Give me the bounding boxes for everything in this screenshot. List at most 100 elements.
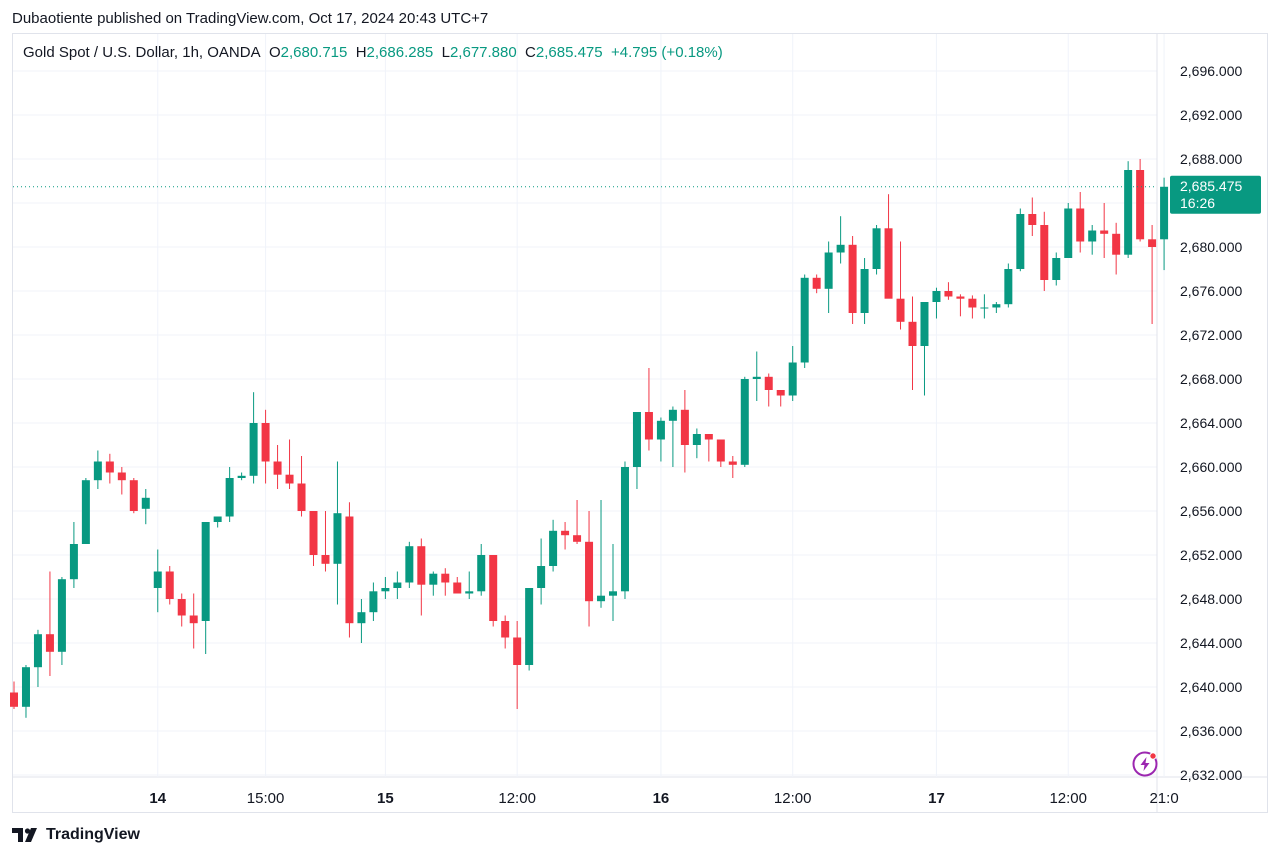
candle[interactable] [357,599,366,643]
tradingview-brand[interactable]: TradingView [12,826,140,844]
candle[interactable] [668,406,677,468]
candle[interactable] [105,453,114,484]
candle[interactable] [393,571,402,600]
candle[interactable] [10,681,18,710]
candle[interactable] [932,287,941,319]
candle[interactable] [141,489,150,525]
candle[interactable] [273,445,282,489]
candle[interactable] [968,295,977,319]
candle[interactable] [776,390,785,407]
candle[interactable] [297,456,306,517]
lightning-icon[interactable] [1132,751,1158,777]
candle[interactable] [860,258,869,324]
candle[interactable] [417,538,426,616]
candle[interactable] [513,621,522,709]
candle[interactable] [21,665,30,718]
candle[interactable] [812,274,821,294]
candle[interactable] [405,541,414,588]
candle[interactable] [704,434,713,462]
candle[interactable] [153,549,162,613]
candle[interactable] [477,544,486,596]
candle[interactable] [309,511,318,566]
symbol-title[interactable]: Gold Spot / U.S. Dollar, 1h, OANDA [23,44,261,61]
candle[interactable] [117,467,126,495]
candle[interactable] [1040,211,1049,291]
candle[interactable] [177,593,186,627]
candle[interactable] [992,302,1001,313]
candle[interactable] [1160,177,1169,271]
candle[interactable] [824,241,833,314]
candle[interactable] [429,571,438,596]
candle[interactable] [896,241,905,330]
candle[interactable] [441,568,450,596]
candle[interactable] [69,522,78,588]
candle[interactable] [285,439,294,490]
candle[interactable] [680,390,689,473]
candle[interactable] [573,500,582,544]
candle[interactable] [1124,161,1133,258]
candle[interactable] [692,428,701,459]
candle[interactable] [261,409,270,484]
candle[interactable] [45,571,54,677]
candle[interactable] [908,296,917,391]
candle[interactable] [165,566,174,605]
candle[interactable] [333,461,342,605]
candle[interactable] [1052,252,1061,286]
candle[interactable] [872,225,881,275]
candle[interactable] [1064,203,1073,258]
candle[interactable] [453,577,462,594]
candle[interactable] [980,294,989,319]
candle[interactable] [537,538,546,605]
candle[interactable] [848,236,857,324]
candle[interactable] [788,346,797,401]
candle[interactable] [716,439,725,468]
candle[interactable] [237,472,246,481]
candle[interactable] [1016,208,1025,272]
candle[interactable] [1088,225,1097,255]
candle[interactable] [33,629,42,687]
candle[interactable] [728,456,737,478]
candle[interactable] [501,615,510,649]
candle[interactable] [1004,263,1013,308]
candle[interactable] [1136,159,1145,242]
candle[interactable] [1100,203,1109,258]
candle[interactable] [381,577,390,599]
candle[interactable] [585,511,594,627]
candle[interactable] [93,450,102,490]
candle[interactable] [57,577,66,665]
candle[interactable] [800,274,809,369]
candle[interactable] [620,461,629,600]
candle[interactable] [1112,222,1121,275]
candle[interactable] [764,373,773,407]
candle[interactable] [609,544,617,621]
candle[interactable] [920,302,929,396]
candle[interactable] [836,216,845,264]
candle[interactable] [752,351,761,402]
candle[interactable] [656,417,665,462]
candle[interactable] [597,500,606,608]
candle[interactable] [489,555,498,627]
candle[interactable] [321,511,330,572]
candle[interactable] [201,522,210,654]
candle[interactable] [81,478,90,544]
candle[interactable] [213,516,222,528]
candle[interactable] [129,478,138,514]
candle[interactable] [561,522,570,550]
candle[interactable] [740,376,749,467]
candle[interactable] [549,519,558,572]
candle[interactable] [644,368,653,451]
candle[interactable] [1028,197,1037,237]
candle[interactable] [1076,192,1085,253]
candle[interactable] [345,502,354,638]
candle[interactable] [944,282,953,300]
candle[interactable] [1148,225,1157,324]
candle[interactable] [632,412,641,489]
candle[interactable] [249,392,258,484]
candle[interactable] [369,582,378,622]
candle[interactable] [225,467,234,522]
candle[interactable] [465,571,474,600]
candle[interactable] [525,588,534,671]
candle[interactable] [884,194,893,299]
candle[interactable] [956,294,965,317]
